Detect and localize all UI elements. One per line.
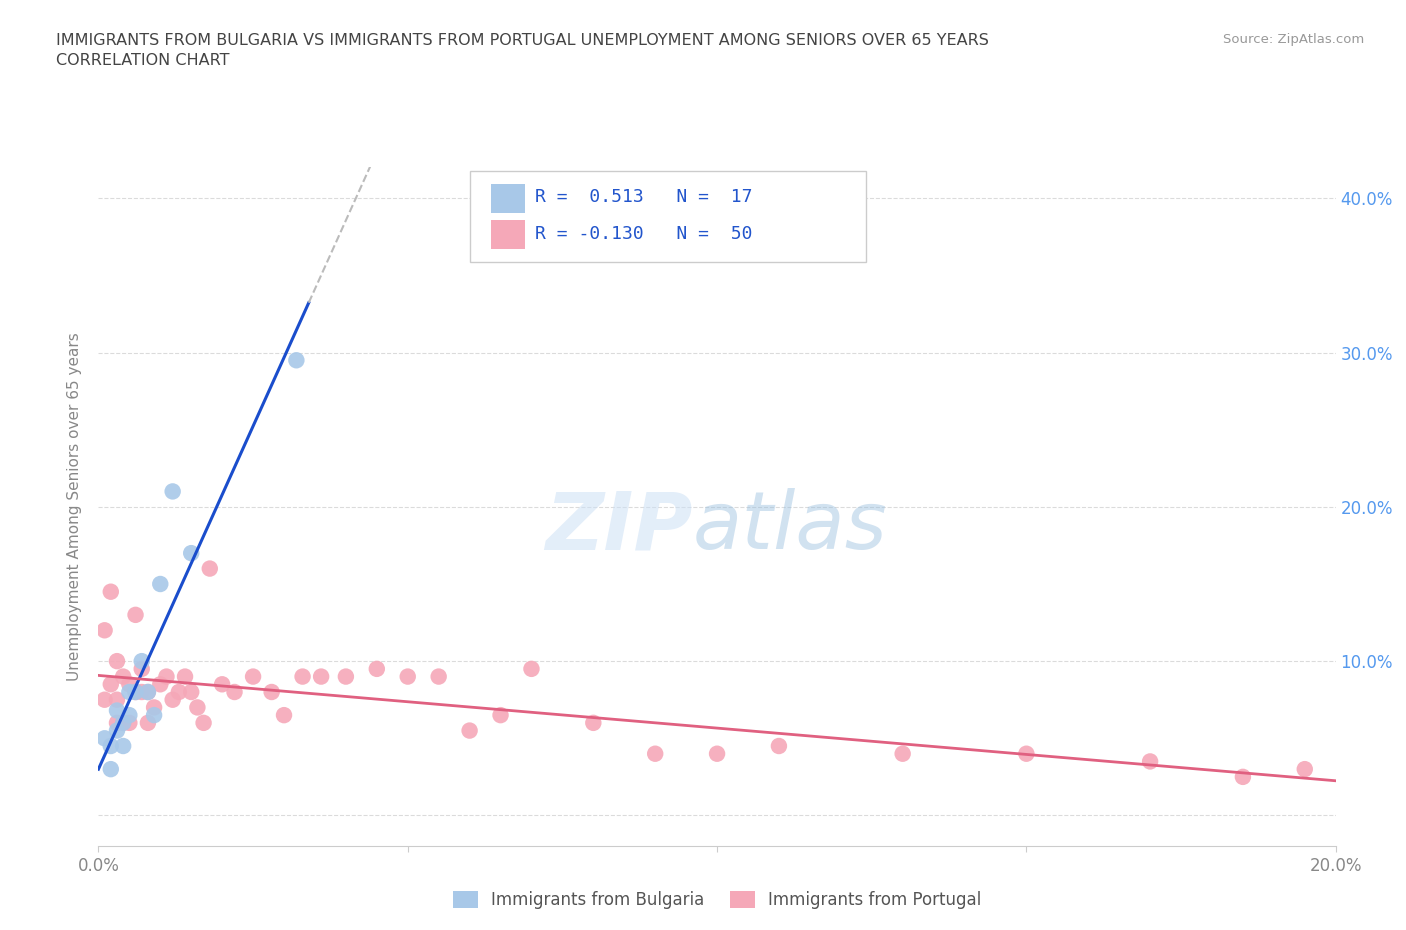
Point bbox=[366, 661, 388, 676]
Point bbox=[162, 692, 184, 707]
Point bbox=[136, 684, 159, 699]
Legend: Immigrants from Bulgaria, Immigrants from Portugal: Immigrants from Bulgaria, Immigrants fro… bbox=[446, 884, 988, 916]
Point bbox=[124, 607, 146, 622]
Point bbox=[260, 684, 283, 699]
Point bbox=[285, 352, 308, 367]
Point bbox=[644, 746, 666, 761]
Point bbox=[396, 670, 419, 684]
Text: IMMIGRANTS FROM BULGARIA VS IMMIGRANTS FROM PORTUGAL UNEMPLOYMENT AMONG SENIORS : IMMIGRANTS FROM BULGARIA VS IMMIGRANTS F… bbox=[56, 33, 988, 47]
Point bbox=[112, 715, 135, 730]
Point bbox=[186, 700, 208, 715]
Point bbox=[291, 670, 314, 684]
Point bbox=[335, 670, 357, 684]
Point bbox=[582, 715, 605, 730]
Point bbox=[180, 684, 202, 699]
Point bbox=[136, 684, 159, 699]
Point bbox=[180, 546, 202, 561]
Point bbox=[118, 715, 141, 730]
Point bbox=[520, 661, 543, 676]
Point bbox=[118, 708, 141, 723]
Text: Source: ZipAtlas.com: Source: ZipAtlas.com bbox=[1223, 33, 1364, 46]
Point bbox=[131, 661, 153, 676]
Point bbox=[131, 684, 153, 699]
Text: ZIP: ZIP bbox=[546, 488, 692, 566]
Point bbox=[105, 724, 128, 738]
Point bbox=[149, 577, 172, 591]
Point bbox=[427, 670, 450, 684]
Point bbox=[112, 715, 135, 730]
Point bbox=[309, 670, 332, 684]
Point bbox=[273, 708, 295, 723]
Point bbox=[105, 715, 128, 730]
Point bbox=[143, 708, 166, 723]
Point bbox=[489, 708, 512, 723]
Text: atlas: atlas bbox=[692, 488, 887, 566]
Point bbox=[100, 584, 122, 599]
Text: R = -0.130   N =  50: R = -0.130 N = 50 bbox=[536, 225, 752, 243]
Point bbox=[118, 684, 141, 699]
Point bbox=[706, 746, 728, 761]
Point bbox=[100, 677, 122, 692]
Point bbox=[167, 684, 190, 699]
Point bbox=[118, 677, 141, 692]
Point bbox=[105, 692, 128, 707]
FancyBboxPatch shape bbox=[470, 171, 866, 262]
Bar bbox=[491, 220, 526, 249]
Point bbox=[1139, 754, 1161, 769]
Text: R =  0.513   N =  17: R = 0.513 N = 17 bbox=[536, 188, 752, 206]
Point bbox=[105, 703, 128, 718]
Point bbox=[124, 684, 146, 699]
Point bbox=[100, 738, 122, 753]
Point bbox=[136, 715, 159, 730]
Bar bbox=[491, 184, 526, 213]
Point bbox=[891, 746, 914, 761]
Point bbox=[93, 623, 115, 638]
Point bbox=[131, 654, 153, 669]
Point bbox=[211, 677, 233, 692]
Point bbox=[143, 700, 166, 715]
Point bbox=[174, 670, 197, 684]
Point bbox=[1232, 769, 1254, 784]
Point bbox=[112, 670, 135, 684]
Text: CORRELATION CHART: CORRELATION CHART bbox=[56, 53, 229, 68]
Point bbox=[198, 561, 221, 576]
Point bbox=[242, 670, 264, 684]
Point bbox=[124, 684, 146, 699]
Point bbox=[1015, 746, 1038, 761]
Point bbox=[93, 692, 115, 707]
Point bbox=[155, 670, 177, 684]
Point bbox=[112, 738, 135, 753]
Point bbox=[93, 731, 115, 746]
Point bbox=[105, 654, 128, 669]
Point bbox=[100, 762, 122, 777]
Point bbox=[193, 715, 215, 730]
Point bbox=[768, 738, 790, 753]
Point bbox=[224, 684, 246, 699]
Point bbox=[458, 724, 481, 738]
Point bbox=[149, 677, 172, 692]
Y-axis label: Unemployment Among Seniors over 65 years: Unemployment Among Seniors over 65 years bbox=[67, 333, 83, 682]
Point bbox=[162, 484, 184, 498]
Point bbox=[1294, 762, 1316, 777]
